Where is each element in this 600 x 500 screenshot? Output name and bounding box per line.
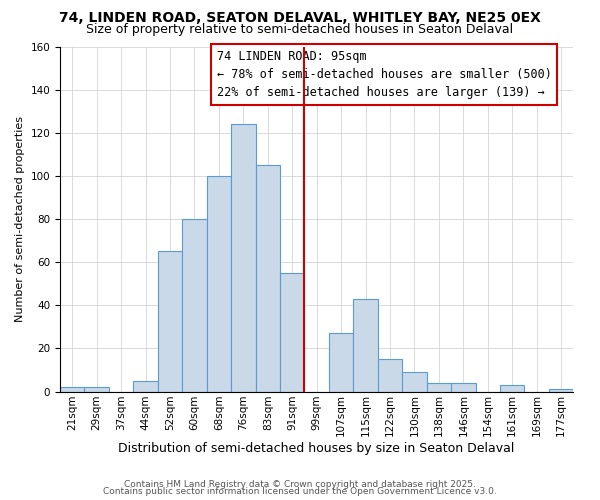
Bar [549, 390, 573, 392]
Bar [256, 165, 280, 392]
Bar [451, 383, 476, 392]
Bar [158, 252, 182, 392]
Bar [60, 387, 85, 392]
Bar [353, 299, 378, 392]
Bar [280, 273, 304, 392]
Bar [85, 387, 109, 392]
Bar [182, 219, 206, 392]
X-axis label: Distribution of semi-detached houses by size in Seaton Delaval: Distribution of semi-detached houses by … [118, 442, 515, 455]
Bar [231, 124, 256, 392]
Bar [329, 334, 353, 392]
Y-axis label: Number of semi-detached properties: Number of semi-detached properties [15, 116, 25, 322]
Text: Contains public sector information licensed under the Open Government Licence v3: Contains public sector information licen… [103, 487, 497, 496]
Bar [206, 176, 231, 392]
Bar [133, 381, 158, 392]
Bar [402, 372, 427, 392]
Bar [427, 383, 451, 392]
Text: Size of property relative to semi-detached houses in Seaton Delaval: Size of property relative to semi-detach… [86, 22, 514, 36]
Text: 74 LINDEN ROAD: 95sqm
← 78% of semi-detached houses are smaller (500)
22% of sem: 74 LINDEN ROAD: 95sqm ← 78% of semi-deta… [217, 50, 551, 99]
Bar [378, 359, 402, 392]
Text: Contains HM Land Registry data © Crown copyright and database right 2025.: Contains HM Land Registry data © Crown c… [124, 480, 476, 489]
Bar [500, 385, 524, 392]
Text: 74, LINDEN ROAD, SEATON DELAVAL, WHITLEY BAY, NE25 0EX: 74, LINDEN ROAD, SEATON DELAVAL, WHITLEY… [59, 11, 541, 25]
